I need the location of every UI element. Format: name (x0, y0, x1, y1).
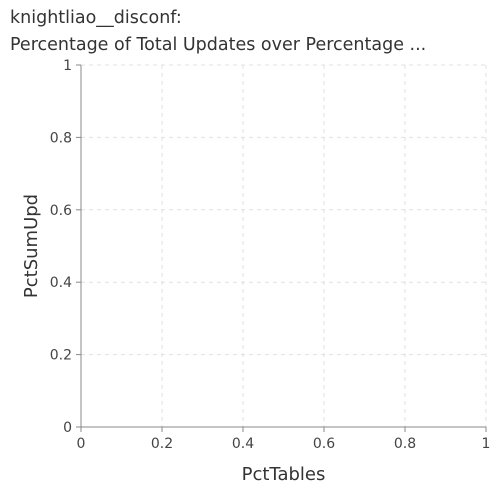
chart-subtitle: Percentage of Total Updates over Percent… (10, 35, 427, 55)
chart-title: knightliao__disconf: (10, 8, 182, 28)
x-ticks: 0 0.2 0.4 0.6 0.8 1 (77, 427, 491, 452)
y-tick-label: 0.8 (50, 130, 72, 146)
grid (80, 64, 487, 428)
y-tick-label: 0.2 (50, 348, 72, 364)
x-tick-label: 0.2 (151, 436, 173, 452)
x-axis-label: PctTables (242, 464, 326, 485)
y-tick-label: 1 (63, 58, 72, 74)
x-tick-label: 0.4 (232, 436, 254, 452)
y-tick-label: 0 (63, 420, 72, 436)
y-axis-label: PctSumUpd (21, 194, 42, 298)
axes (80, 65, 486, 428)
x-tick-label: 1 (482, 436, 491, 452)
y-ticks: 0 0.2 0.4 0.6 0.8 1 (50, 58, 81, 436)
y-tick-label: 0.4 (50, 275, 72, 291)
x-tick-label: 0.8 (394, 436, 416, 452)
x-tick-label: 0 (77, 436, 86, 452)
y-tick-label: 0.6 (50, 203, 72, 219)
x-tick-label: 0.6 (313, 436, 335, 452)
